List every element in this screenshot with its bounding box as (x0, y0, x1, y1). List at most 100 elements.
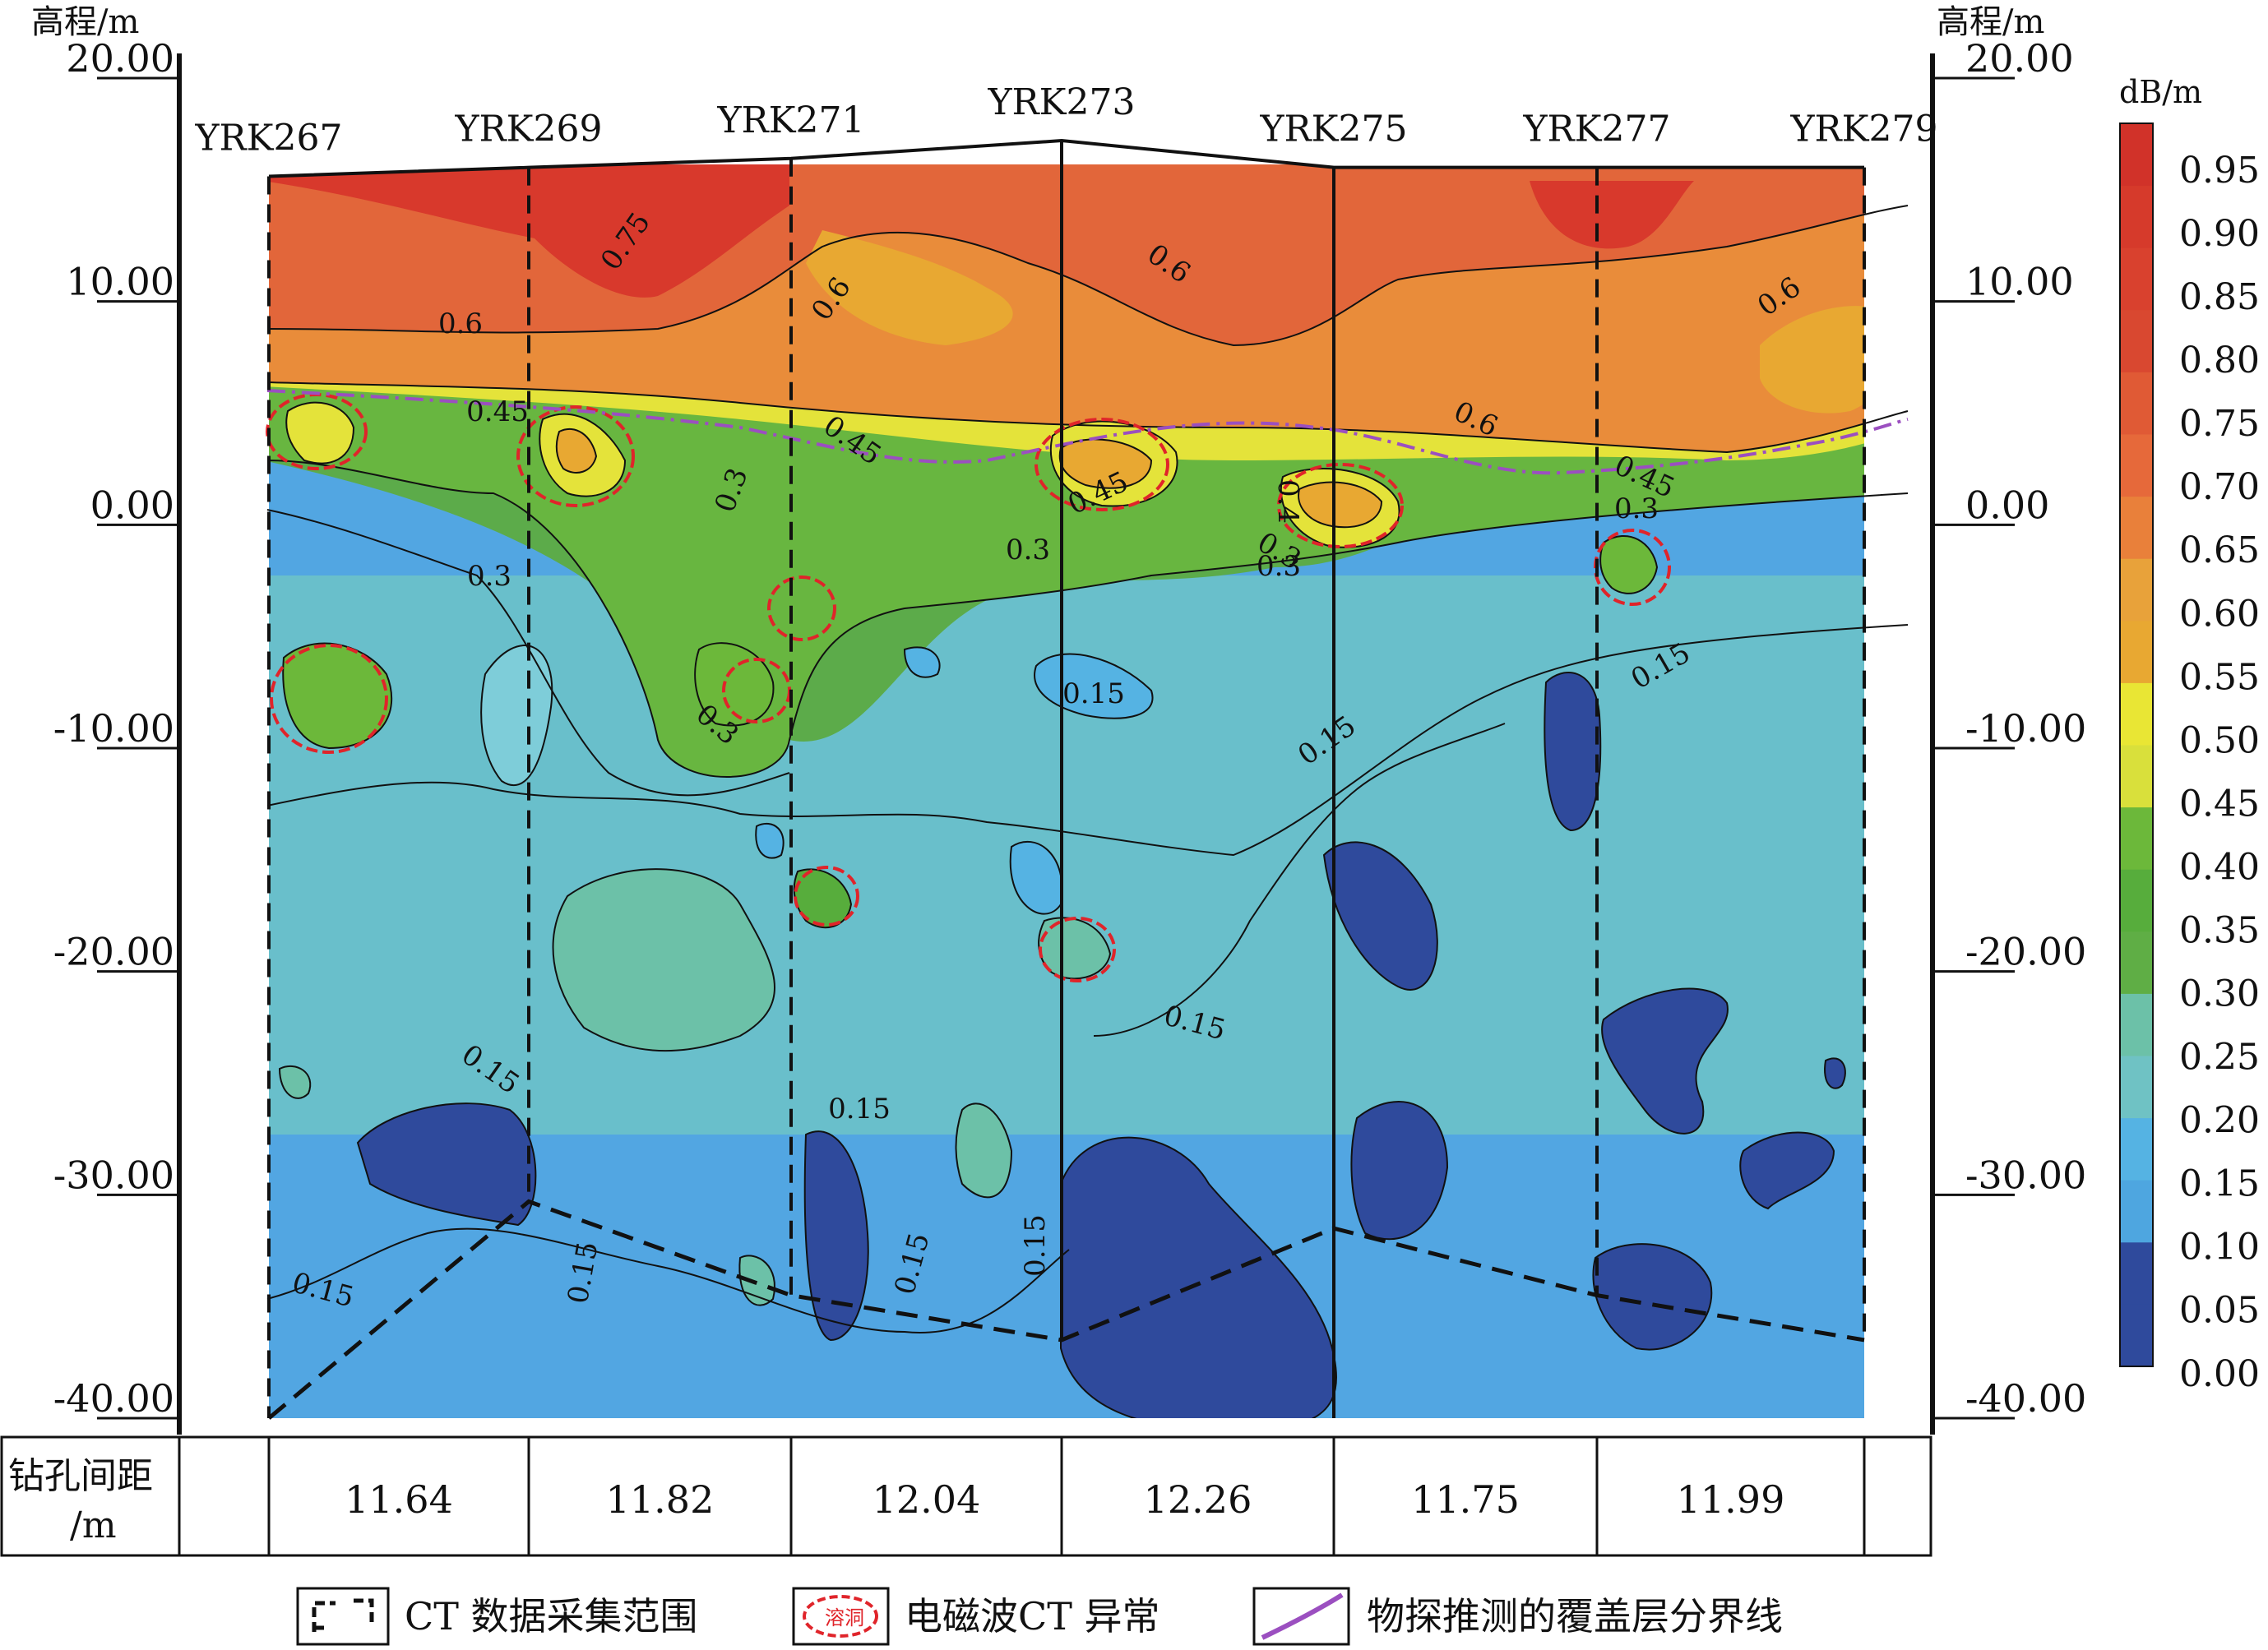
colorbar-swatch (2120, 558, 2153, 622)
boundary-icon (1261, 1592, 1344, 1640)
contour-label: 0.3 (1614, 492, 1659, 525)
colorbar-swatch (2120, 1304, 2153, 1367)
colorbar-tick-label: 0.25 (2179, 1037, 2260, 1079)
core-green-5 (1599, 534, 1659, 594)
right-ticks: 20.00 10.00 0.00 -10.00 -20.00 -30.00 -40.00 (1932, 36, 2086, 1421)
spacing-value: 11.99 (1677, 1477, 1785, 1522)
colorbar-swatch (2120, 123, 2153, 187)
right-tick-label: -20.00 (1965, 930, 2086, 974)
colorbar-tick-label: 0.90 (2179, 213, 2260, 255)
colorbar-tick-label: 0.15 (2179, 1163, 2260, 1205)
blob-blue-4 (1322, 841, 1438, 991)
borehole-label: YRK273 (987, 81, 1135, 123)
left-axis-label: 高程/m (31, 3, 139, 41)
colorbar-swatch (2120, 496, 2153, 559)
ct-range-boundary (267, 1199, 1865, 1420)
borehole-label: YRK267 (194, 118, 342, 159)
spacing-value: 11.75 (1411, 1477, 1520, 1522)
colorbar-tick-label: 0.85 (2179, 276, 2260, 318)
colorbar-tick-label: 0.40 (2179, 846, 2260, 888)
left-tick-label: -10.00 (53, 706, 174, 751)
right-tick-label: -30.00 (1965, 1153, 2086, 1197)
contour-label: 0.3 (1006, 534, 1050, 566)
colorbar-tick-label: 0.50 (2179, 719, 2260, 761)
contour-label: 0.15 (828, 1093, 891, 1125)
right-tick-label: 10.00 (1965, 260, 2074, 304)
anomaly-3 (516, 405, 635, 507)
colorbar-swatches (2119, 122, 2154, 1367)
pocket-cyan-3 (1034, 653, 1154, 719)
left-ticks: 20.00 10.00 0.00 -10.00 -20.00 -30.00 -40.00 (53, 36, 179, 1421)
core-yellow-1 (285, 401, 355, 464)
borehole-label: YRK279 (1789, 109, 1937, 150)
contour-label: 0.6 (438, 307, 483, 340)
zone-orange-right (1760, 306, 1864, 414)
colorbar-swatch (2120, 745, 2153, 808)
contour-label: 0.45 (466, 395, 529, 428)
colorbar-swatch (2120, 434, 2153, 497)
left-tick-label: 20.00 (66, 36, 174, 81)
colorbar-swatch (2120, 993, 2153, 1056)
pocket-teal-3 (278, 1065, 312, 1099)
colorbar-swatch (2120, 807, 2153, 870)
colorbar-swatch (2120, 372, 2153, 435)
spacing-value: 12.04 (872, 1477, 981, 1522)
legend-item-ct-range: CT 数据采集范围 (296, 1587, 698, 1646)
colorbar-tick-label: 0.75 (2179, 403, 2260, 445)
blob-blue-1 (356, 1102, 537, 1227)
ct-range-icon (312, 1598, 374, 1632)
legend-label-ct-range: CT 数据采集范围 (405, 1594, 698, 1638)
colorbar-labels: 0.95 0.90 0.85 0.80 0.75 0.70 0.65 0.60 0.55 0.50… (2179, 150, 2260, 1395)
anomaly-9 (1277, 463, 1404, 548)
core-green-2 (694, 642, 775, 727)
core-orange-2 (1058, 438, 1153, 489)
colorbar-tick-label: 0.35 (2179, 909, 2260, 951)
colorbar-swatch (2120, 185, 2153, 248)
legend: CT 数据采集范围 溶洞 电磁波CT 异常 物探推测的覆盖层分界线 (296, 1587, 1783, 1646)
left-tick-label: -30.00 (53, 1153, 174, 1197)
colorbar-tick-label: 0.45 (2179, 783, 2260, 825)
borehole-label: YRK271 (716, 99, 864, 141)
colorbar-tick-label: 0.65 (2179, 529, 2260, 571)
colorbar-tick-label: 0.55 (2179, 656, 2260, 698)
colorbar-tick-label: 0.05 (2179, 1290, 2260, 1332)
colorbar-unit: dB/m (2119, 74, 2202, 110)
zone-red (269, 164, 789, 298)
right-tick-label: -40.00 (1965, 1376, 2086, 1421)
legend-label-boundary: 物探推测的覆盖层分界线 (1367, 1594, 1783, 1638)
left-tick-label: -40.00 (53, 1376, 174, 1421)
right-axis-label: 高程/m (1937, 3, 2044, 41)
colorbar-swatch (2120, 247, 2153, 311)
legend-item-boundary: 物探推测的覆盖层分界线 (1252, 1587, 1783, 1646)
right-tick-label: 20.00 (1965, 36, 2074, 81)
colorbar-swatch (2120, 309, 2153, 372)
anomaly-icon (803, 1595, 878, 1638)
spacing-table: 钻孔间距 /m 11.64 11.82 12.04 12.26 11.75 11.99 (0, 1435, 1932, 1557)
contour-label: 0.3 (467, 560, 511, 593)
colorbar-swatch (2120, 1056, 2153, 1119)
colorbar-swatch (2120, 682, 2153, 746)
blob-blue-9 (1592, 1243, 1713, 1351)
left-axis: 高程/m 20.00 10.00 0.00 -10.00 -20.00 -30.00 -40… (31, 3, 182, 1435)
anomaly-8 (1034, 418, 1169, 511)
colorbar-swatch (2120, 1241, 2153, 1305)
colorbar-tick-label: 0.00 (2179, 1353, 2260, 1395)
blob-blue-7 (1601, 987, 1729, 1135)
core-orange-1 (555, 428, 598, 474)
borehole-layer: YRK267 YRK269 YRK271 YRK273 YRK275 YRK277 YRK2… (194, 81, 1938, 1420)
left-tick-label: 0.00 (90, 483, 174, 527)
blob-blue-8 (1739, 1131, 1835, 1210)
anomaly-1 (270, 644, 388, 754)
left-tick-label: -20.00 (53, 930, 174, 974)
right-axis: 高程/m 20.00 10.00 0.00 -10.00 -20.00 -30.00 -40… (1930, 3, 2086, 1435)
colorbar-tick-label: 0.30 (2179, 973, 2260, 1015)
zone-red-right (1530, 181, 1694, 249)
colorbar-tick-label: 0.80 (2179, 340, 2260, 381)
legend-item-anomaly: 溶洞 电磁波CT 异常 (792, 1587, 1160, 1646)
core-orange-3 (1298, 481, 1383, 529)
contour-fill (269, 164, 1864, 1419)
pocket-teal-1 (552, 868, 775, 1052)
colorbar-swatch (2120, 1180, 2153, 1243)
right-tick-label: 0.00 (1965, 483, 2049, 527)
